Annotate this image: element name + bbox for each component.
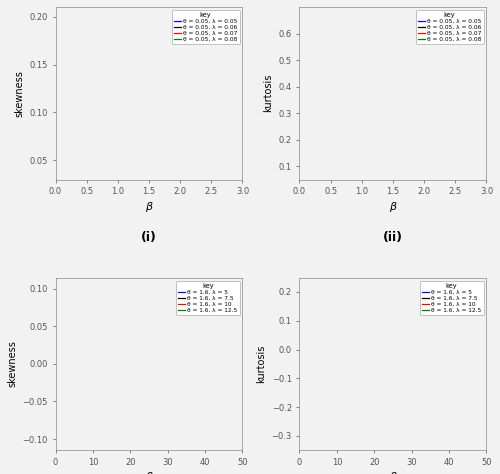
X-axis label: β: β: [146, 202, 152, 212]
Legend: θ = 0.05, λ = 0.05, θ = 0.05, λ = 0.06, θ = 0.05, λ = 0.07, θ = 0.05, λ = 0.08: θ = 0.05, λ = 0.05, θ = 0.05, λ = 0.06, …: [172, 10, 240, 45]
Legend: θ = 1.6, λ = 5, θ = 1.6, λ = 7.5, θ = 1.6, λ = 10, θ = 1.6, λ = 12.5: θ = 1.6, λ = 5, θ = 1.6, λ = 7.5, θ = 1.…: [420, 281, 484, 315]
Text: (ii): (ii): [383, 231, 403, 245]
X-axis label: β: β: [146, 473, 152, 474]
Text: (i): (i): [141, 231, 157, 245]
Legend: θ = 0.05, λ = 0.05, θ = 0.05, λ = 0.06, θ = 0.05, λ = 0.07, θ = 0.05, λ = 0.08: θ = 0.05, λ = 0.05, θ = 0.05, λ = 0.06, …: [416, 10, 484, 45]
Legend: θ = 1.6, λ = 5, θ = 1.6, λ = 7.5, θ = 1.6, λ = 10, θ = 1.6, λ = 12.5: θ = 1.6, λ = 5, θ = 1.6, λ = 7.5, θ = 1.…: [176, 281, 240, 315]
Y-axis label: skewness: skewness: [14, 70, 24, 117]
X-axis label: β: β: [390, 473, 396, 474]
Y-axis label: kurtosis: kurtosis: [263, 74, 273, 112]
X-axis label: β: β: [390, 202, 396, 212]
Y-axis label: kurtosis: kurtosis: [256, 345, 266, 383]
Y-axis label: skewness: skewness: [7, 340, 17, 387]
